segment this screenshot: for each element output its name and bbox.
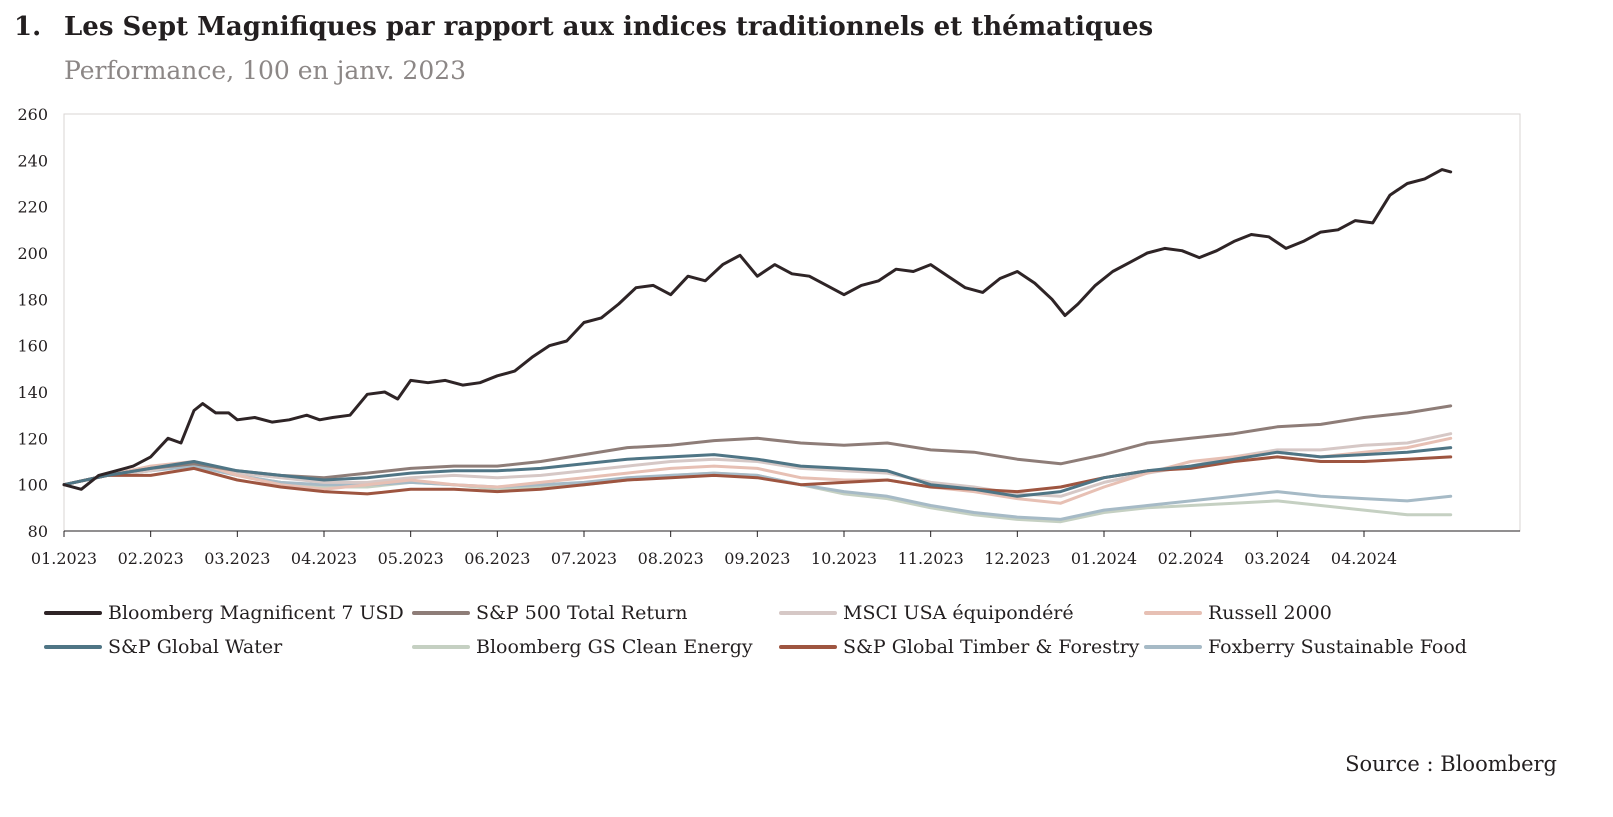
legend-swatch (412, 611, 470, 615)
x-tick-label: 02.2024 (1158, 549, 1224, 568)
x-tick-label: 09.2023 (724, 549, 790, 568)
y-tick-label: 80 (28, 522, 48, 541)
x-tick-label: 04.2024 (1331, 549, 1397, 568)
legend-swatch (44, 611, 102, 615)
x-tick-label: 03.2024 (1244, 549, 1310, 568)
series-line (62, 446, 1453, 498)
y-tick-label: 220 (17, 198, 48, 217)
x-tick-label: 08.2023 (638, 549, 704, 568)
chart-subtitle: Performance, 100 en janv. 2023 (64, 56, 467, 85)
legend-swatch (412, 645, 470, 649)
y-tick-label: 180 (17, 290, 48, 309)
y-tick-label: 100 (17, 476, 48, 495)
series-line (62, 168, 1453, 491)
legend-label: Russell 2000 (1208, 602, 1332, 624)
series-line (62, 432, 1453, 498)
legend-label: MSCI USA équipondéré (843, 602, 1074, 624)
y-tick-label: 240 (17, 151, 48, 170)
line-chart: 80 100 120 140 160 180 200 220 240 260 01.2023 02.2… (17, 105, 1521, 568)
y-tick-label: 160 (17, 337, 48, 356)
legend-item: S&P Global Water (44, 636, 282, 658)
series-line (62, 462, 1453, 524)
x-tick-label: 02.2023 (118, 549, 184, 568)
legend-item: Foxberry Sustainable Food (1144, 636, 1467, 658)
legend-item: Bloomberg GS Clean Energy (412, 636, 753, 658)
x-tick-label: 07.2023 (551, 549, 617, 568)
legend-label: S&P 500 Total Return (476, 602, 688, 624)
legend-item: Bloomberg Magnificent 7 USD (44, 602, 404, 624)
legend-label: S&P Global Water (108, 636, 283, 658)
legend-label: Foxberry Sustainable Food (1208, 636, 1467, 658)
series-line (62, 455, 1453, 496)
legend-label: Bloomberg GS Clean Energy (476, 636, 753, 658)
legend-swatch (44, 645, 102, 649)
x-tick-label: 10.2023 (811, 549, 877, 568)
x-tick-label: 06.2023 (464, 549, 530, 568)
x-tick-label: 01.2023 (31, 549, 97, 568)
x-tick-label: 01.2024 (1071, 549, 1137, 568)
y-tick-label: 260 (17, 105, 48, 124)
legend-swatch (779, 645, 837, 649)
series-line (62, 436, 1453, 505)
y-tick-label: 120 (17, 429, 48, 448)
chart-title-row: 1. Les Sept Magnifiques par rapport aux i… (14, 12, 1153, 42)
figure-number: 1. (14, 12, 42, 42)
legend-swatch (779, 611, 837, 615)
y-tick-label: 140 (17, 383, 48, 402)
legend-item: S&P 500 Total Return (412, 602, 688, 624)
legend-label: S&P Global Timber & Forestry (843, 636, 1140, 658)
series-line (62, 464, 1453, 521)
x-tick-label: 12.2023 (984, 549, 1050, 568)
series-line (62, 404, 1453, 487)
x-tick-label: 04.2023 (291, 549, 357, 568)
source-note: Source : Bloomberg (1345, 752, 1557, 776)
legend-swatch (1144, 611, 1202, 615)
x-tick-label: 05.2023 (378, 549, 444, 568)
legend-item: Russell 2000 (1144, 602, 1332, 624)
x-tick-label: 03.2023 (204, 549, 270, 568)
legend-swatch (1144, 645, 1202, 649)
x-tick-label: 11.2023 (898, 549, 964, 568)
chart-title: Les Sept Magnifiques par rapport aux ind… (64, 12, 1154, 42)
legend-item: MSCI USA équipondéré (779, 602, 1074, 624)
legend-label: Bloomberg Magnificent 7 USD (108, 602, 404, 624)
legend-item: S&P Global Timber & Forestry (779, 636, 1139, 658)
y-tick-label: 200 (17, 244, 48, 263)
